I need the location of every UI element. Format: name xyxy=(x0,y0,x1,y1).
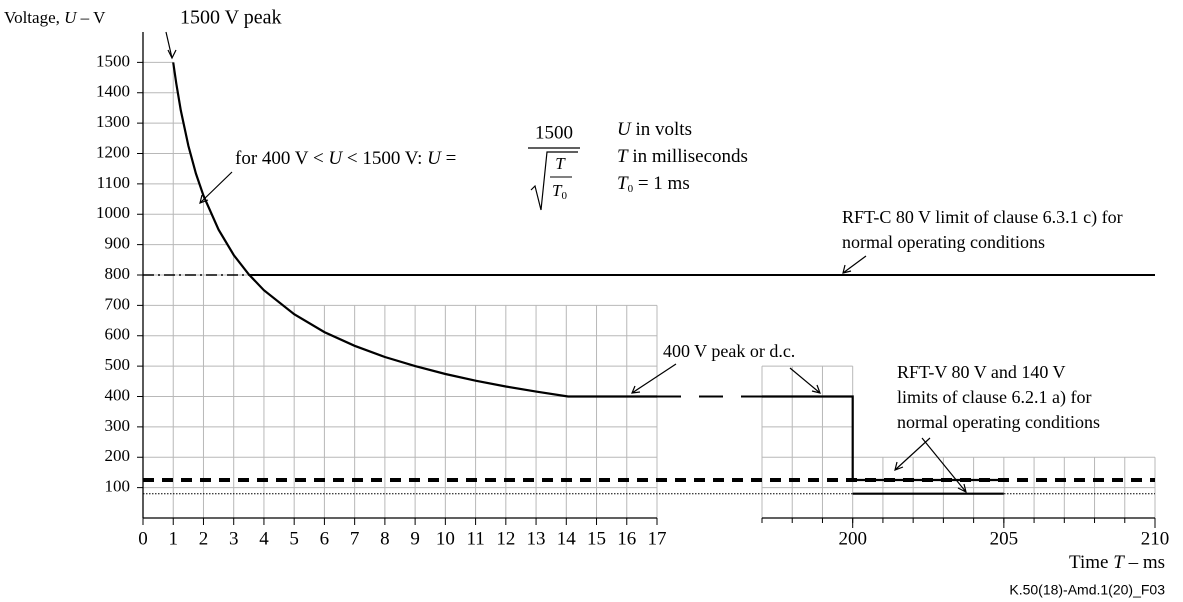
x-axis-label: Time T – ms xyxy=(1069,552,1165,573)
annotation: 1500 V peak xyxy=(180,7,281,29)
x-tick-label: 16 xyxy=(617,528,636,549)
x-tick-label: 5 xyxy=(289,528,299,549)
formula-part: U xyxy=(328,148,343,169)
x-tick-label: 9 xyxy=(410,528,420,549)
arrow xyxy=(842,255,867,274)
formula-part: = xyxy=(441,148,456,169)
y-tick-label: 900 xyxy=(105,234,131,253)
formula-t: T xyxy=(555,154,566,173)
formula-part: 0 xyxy=(561,190,567,202)
y-tick-label: 600 xyxy=(105,325,131,344)
y-tick-label: 700 xyxy=(105,294,131,313)
y-tick-label: 100 xyxy=(105,477,131,496)
x-tick-label: 15 xyxy=(587,528,606,549)
unit-note: T in milliseconds xyxy=(617,146,748,167)
x-tick-label: 13 xyxy=(527,528,546,549)
y-label-part: – V xyxy=(76,8,106,27)
y-axis-label: Voltage, U – V xyxy=(4,8,106,27)
y-tick-label: 500 xyxy=(105,355,131,374)
formula-part: < 1500 V: xyxy=(342,148,427,169)
annotation: normal operating conditions xyxy=(897,412,1100,432)
formula-part: U xyxy=(427,148,442,169)
x-tick-label: 2 xyxy=(199,528,209,549)
x-tick-label: 10 xyxy=(436,528,455,549)
footer: K.50(18)-Amd.1(20)_F03 xyxy=(1009,582,1165,598)
x-tick-label: 200 xyxy=(838,528,867,549)
x-tick-label: 8 xyxy=(380,528,390,549)
x-tick-label: 6 xyxy=(320,528,330,549)
x-tick-label: 0 xyxy=(138,528,148,549)
arrow xyxy=(789,367,821,394)
series-line xyxy=(172,62,657,398)
y-tick-label: 1400 xyxy=(96,82,130,101)
formula-t0: T0 xyxy=(552,181,567,202)
x-tick-label: 3 xyxy=(229,528,239,549)
annotation: RFT-C 80 V limit of clause 6.3.1 c) for xyxy=(842,207,1123,228)
y-tick-label: 1000 xyxy=(96,203,130,222)
x-tick-label: 12 xyxy=(496,528,515,549)
y-tick-label: 1100 xyxy=(97,173,130,192)
arrow xyxy=(165,31,177,60)
y-label-part: U xyxy=(64,8,78,27)
formula: for 400 V < U < 1500 V: U = xyxy=(235,148,456,169)
arrow xyxy=(894,437,967,494)
note-part: U xyxy=(617,119,632,140)
y-tick-label: 200 xyxy=(105,446,131,465)
x-tick-label: 11 xyxy=(466,528,484,549)
formula-part: T xyxy=(552,181,563,200)
x-label-part: T xyxy=(1113,552,1125,573)
note-part: in milliseconds xyxy=(628,146,748,167)
annotation: 400 V peak or d.c. xyxy=(663,341,795,361)
x-tick-label: 14 xyxy=(557,528,577,549)
annotation: RFT-V 80 V and 140 V xyxy=(897,362,1066,382)
annotation: limits of clause 6.2.1 a) for xyxy=(897,387,1091,408)
arrow xyxy=(199,171,233,204)
arrow xyxy=(631,363,677,394)
y-label-part: Voltage, xyxy=(4,8,64,27)
x-tick-label: 4 xyxy=(259,528,269,549)
unit-note: U in volts xyxy=(617,119,692,140)
x-tick-label: 210 xyxy=(1141,528,1170,549)
y-tick-label: 800 xyxy=(105,264,131,283)
y-tick-label: 300 xyxy=(105,416,131,435)
x-tick-label: 17 xyxy=(648,528,667,549)
note-part: T xyxy=(617,146,629,167)
formula-numerator: 1500 xyxy=(535,122,573,143)
x-tick-label: 1 xyxy=(168,528,178,549)
unit-note: T0 = 1 ms xyxy=(617,173,690,194)
x-label-part: – ms xyxy=(1124,552,1165,573)
sqrt-sign xyxy=(530,151,578,211)
note-part: T xyxy=(617,173,629,194)
marks xyxy=(143,62,1155,495)
x-tick-label: 7 xyxy=(350,528,360,549)
x-label-part: Time xyxy=(1069,552,1113,573)
y-tick-label: 400 xyxy=(105,385,131,404)
x-tick-label: 205 xyxy=(990,528,1019,549)
note-part: in volts xyxy=(631,119,692,140)
y-tick-label: 1300 xyxy=(96,112,130,131)
note-part: = 1 ms xyxy=(633,173,690,194)
note-part: 0 xyxy=(628,183,634,195)
annotation: normal operating conditions xyxy=(842,232,1045,252)
y-tick-label: 1200 xyxy=(96,142,130,161)
y-tick-label: 1500 xyxy=(96,51,130,70)
formula-part: for 400 V < xyxy=(235,148,328,169)
grid xyxy=(143,61,1156,518)
